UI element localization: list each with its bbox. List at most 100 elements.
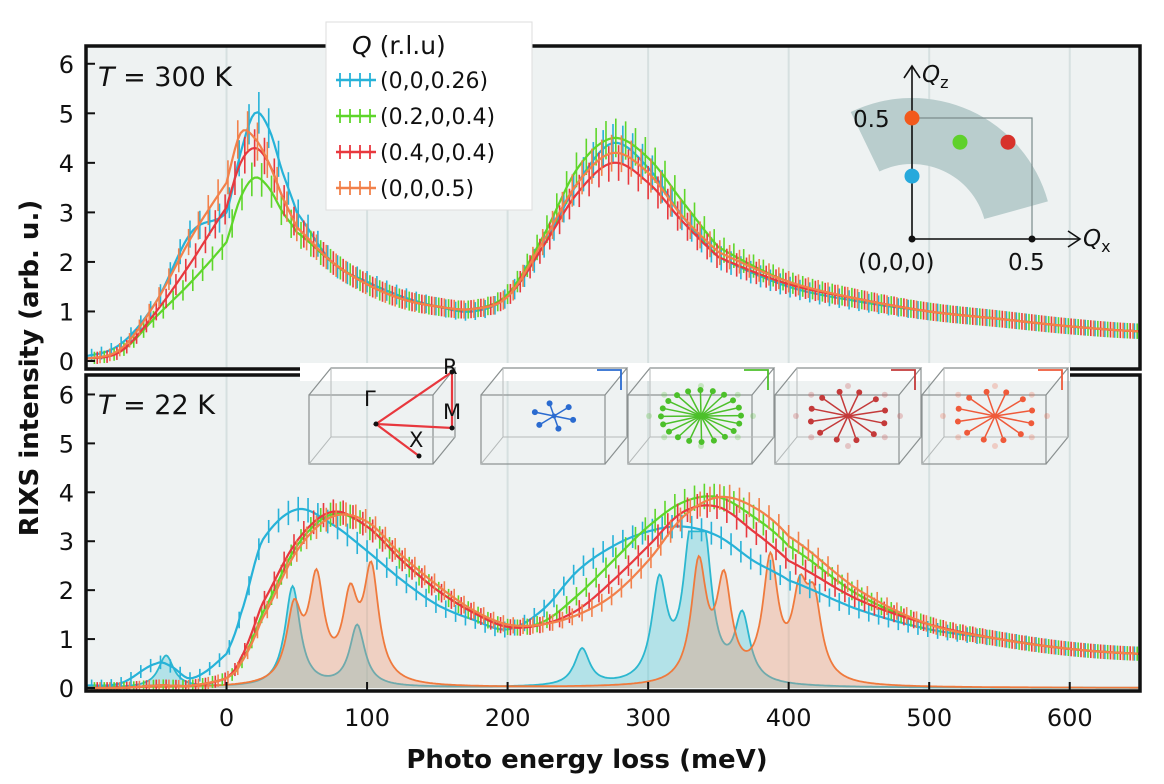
inset-point — [952, 134, 968, 150]
bz-point — [565, 404, 572, 411]
bz-vector — [819, 415, 849, 434]
bottom-y-ticks: 0 1 2 3 4 5 6 — [59, 381, 95, 703]
legend-label: (0.2,0,0.4) — [380, 105, 495, 130]
bz-faint-point — [992, 443, 998, 449]
bottom-title-rest: = 22 K — [115, 390, 217, 421]
bz-faint-point — [940, 413, 946, 419]
bz-cube — [480, 367, 629, 465]
bz-faint-point — [992, 383, 998, 389]
bz-point — [881, 420, 888, 427]
bz-point — [686, 437, 693, 444]
bz-point — [1019, 396, 1026, 403]
bz-label-r: R — [443, 355, 458, 379]
qx-label-sub: x — [1101, 237, 1110, 256]
bz-point — [980, 436, 987, 443]
bz-faint-point — [881, 434, 888, 441]
calc-orange-line — [86, 550, 1140, 689]
bz-point — [709, 388, 716, 395]
bz-vector — [957, 415, 996, 423]
bz-center — [845, 413, 851, 419]
bz-vector — [700, 415, 703, 443]
bz-point — [954, 418, 961, 425]
qz-label: Qz — [922, 62, 949, 92]
bz-vector — [700, 415, 715, 441]
bz-point — [836, 388, 843, 395]
bz-point — [373, 421, 379, 427]
bz-point — [819, 394, 826, 401]
bz-faint-point — [646, 413, 652, 419]
bz-center — [551, 413, 557, 419]
bz-corner-path — [1038, 369, 1063, 390]
bz-faint-point — [734, 391, 741, 398]
bz-faint-point — [845, 383, 851, 389]
bz-point — [966, 394, 973, 401]
cube-edge — [921, 394, 1047, 465]
bz-vector — [811, 407, 849, 417]
bz-vector — [668, 415, 702, 433]
bz-point — [737, 412, 744, 419]
qz-label-var: Q — [922, 62, 940, 88]
bz-vector — [994, 415, 1032, 425]
bottom-panel: 0 1 2 3 4 5 6 T = 22 K — [59, 373, 1142, 703]
bz-point — [1000, 437, 1007, 444]
top-title-rest: = 300 K — [115, 62, 234, 93]
origin-dot — [908, 235, 916, 243]
bz-faint-point — [955, 434, 962, 441]
y-tick-label: 5 — [59, 430, 74, 458]
bz-point — [665, 398, 672, 405]
top-y-ticks: 0 1 2 3 4 5 6 — [59, 51, 95, 376]
bz-vector — [699, 389, 702, 417]
bz-corner-path — [891, 369, 916, 390]
legend-title: Q (r.l.u) — [352, 31, 446, 60]
bz-point — [964, 429, 971, 436]
bz-path — [372, 369, 454, 457]
series-line — [86, 495, 1140, 690]
bottom-panel-series — [86, 483, 1140, 691]
bz-point — [658, 413, 665, 420]
bz-faint-point — [661, 391, 668, 398]
bz-center — [698, 413, 704, 419]
bz-vector — [836, 415, 849, 440]
bz-point — [736, 420, 743, 427]
bz-point — [449, 425, 455, 431]
qx-tick-label: 0.5 — [1008, 250, 1045, 276]
bz-vector — [662, 407, 702, 417]
bz-point — [546, 400, 553, 407]
bz-vector — [847, 415, 875, 435]
bz-point — [416, 453, 422, 459]
bz-point — [721, 391, 728, 398]
qz-tick-label: 0.5 — [853, 107, 890, 133]
y-tick-label: 1 — [59, 298, 74, 326]
legend: Q (r.l.u) (0,0,0.26) (0.2,0,0.4) (0.4,0,0.… — [325, 21, 533, 211]
bz-vector — [687, 391, 702, 417]
bz-cube — [627, 367, 776, 465]
y-tick-label: 3 — [59, 199, 74, 227]
bz-vector — [667, 400, 702, 417]
bz-faint-point — [897, 413, 903, 419]
y-tick-label: 5 — [59, 100, 74, 128]
bz-point — [721, 433, 728, 440]
x-tick-label: 300 — [625, 704, 671, 732]
y-tick-label: 2 — [59, 577, 74, 605]
bz-point — [698, 438, 705, 445]
bz-vector — [700, 394, 725, 417]
bottom-panel-gridlines — [225, 375, 1071, 691]
y-tick-label: 1 — [59, 626, 74, 654]
bz-vector — [662, 415, 702, 426]
bz-center — [992, 413, 998, 419]
bz-vector — [994, 409, 1033, 417]
bz-point — [659, 405, 666, 412]
bz-point — [870, 431, 877, 438]
bz-point — [872, 396, 879, 403]
y-tick-label: 3 — [59, 528, 74, 556]
bz-vector — [700, 406, 740, 417]
bz-vector — [958, 407, 996, 417]
bz-vector — [847, 415, 858, 441]
bz-faint-point — [881, 391, 888, 398]
bz-vector — [838, 391, 849, 417]
top-panel-title: T = 300 K — [98, 62, 233, 93]
y-tick-label: 0 — [59, 348, 74, 376]
qx-arrow-icon — [1067, 230, 1082, 248]
bz-point — [531, 409, 538, 416]
x-tick-label: 100 — [344, 704, 390, 732]
